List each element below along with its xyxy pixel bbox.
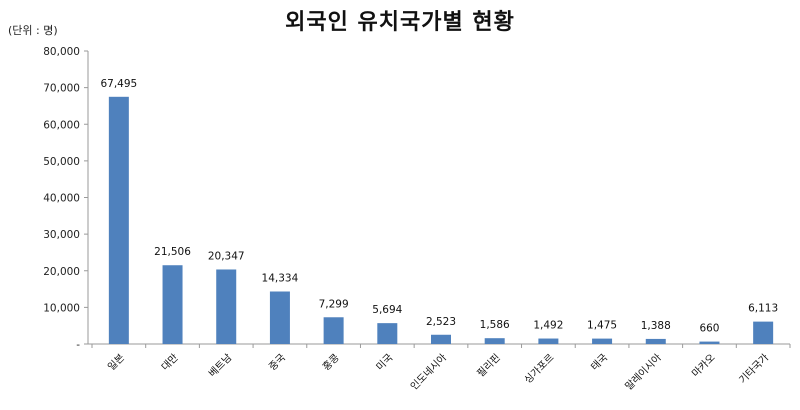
data-label: 21,506 [154,246,191,258]
data-label: 7,299 [319,298,349,310]
y-tick-label: 70,000 [43,83,80,95]
y-tick-label: 10,000 [43,302,80,314]
data-label: 1,388 [641,320,671,332]
bar-7 [431,334,451,344]
bar-3 [216,269,237,344]
y-tick-label: 20,000 [43,266,80,278]
unit-label: (단위 : 명) [8,24,58,37]
bar-11 [645,338,666,344]
category-label: 베트남 [206,352,234,380]
category-label: 인도네시아 [408,352,449,393]
data-label: 67,495 [100,78,137,90]
data-label: 2,523 [426,316,456,328]
data-label: 5,694 [372,304,402,316]
category-label: 싱가포르 [522,352,557,387]
bar-4 [269,291,290,344]
data-label: 1,586 [480,319,510,331]
y-tick-label: 60,000 [43,119,80,131]
category-label: 말레이시아 [623,352,664,393]
bar-1 [108,96,129,344]
axes: - 10,000 20,000 30,000 40,000 50,000 60,000 70,… [43,46,791,351]
category-label: 일본 [105,352,127,374]
category-label: 홍콩 [320,351,342,373]
data-label: 1,492 [533,320,563,332]
y-tick-label: 50,000 [43,156,80,168]
bar-2 [162,265,183,344]
category-label: 태국 [589,352,611,374]
y-tick-label: 80,000 [43,46,80,58]
category-label: 기타국가 [737,352,772,387]
category-label: 대만 [159,352,181,374]
bar-12 [699,341,720,344]
labels: 67,495 일본 21,506 대만 20,347 베트남 14,334 중국 7,299 홍콩… [100,78,778,393]
bar-9 [538,338,559,344]
category-label: 중국 [267,352,289,374]
data-label: 660 [699,323,719,335]
data-label: 1,475 [587,320,617,332]
data-label: 6,113 [748,303,778,315]
bars [108,96,774,344]
bar-10 [592,338,613,344]
bar-5 [323,317,344,344]
data-label: 20,347 [208,250,245,262]
bar-6 [377,323,398,344]
bar-8 [484,338,505,344]
y-tick-label: - [76,339,80,351]
y-tick-label: 40,000 [43,193,80,205]
bar-13 [753,321,774,344]
category-label: 미국 [374,352,396,374]
y-tick-label: 30,000 [43,229,80,241]
category-label: 필리핀 [475,352,503,380]
data-label: 14,334 [262,273,299,285]
category-label: 마카오 [690,352,718,380]
chart-title: 외국인 유치국가별 현황 [285,10,515,35]
